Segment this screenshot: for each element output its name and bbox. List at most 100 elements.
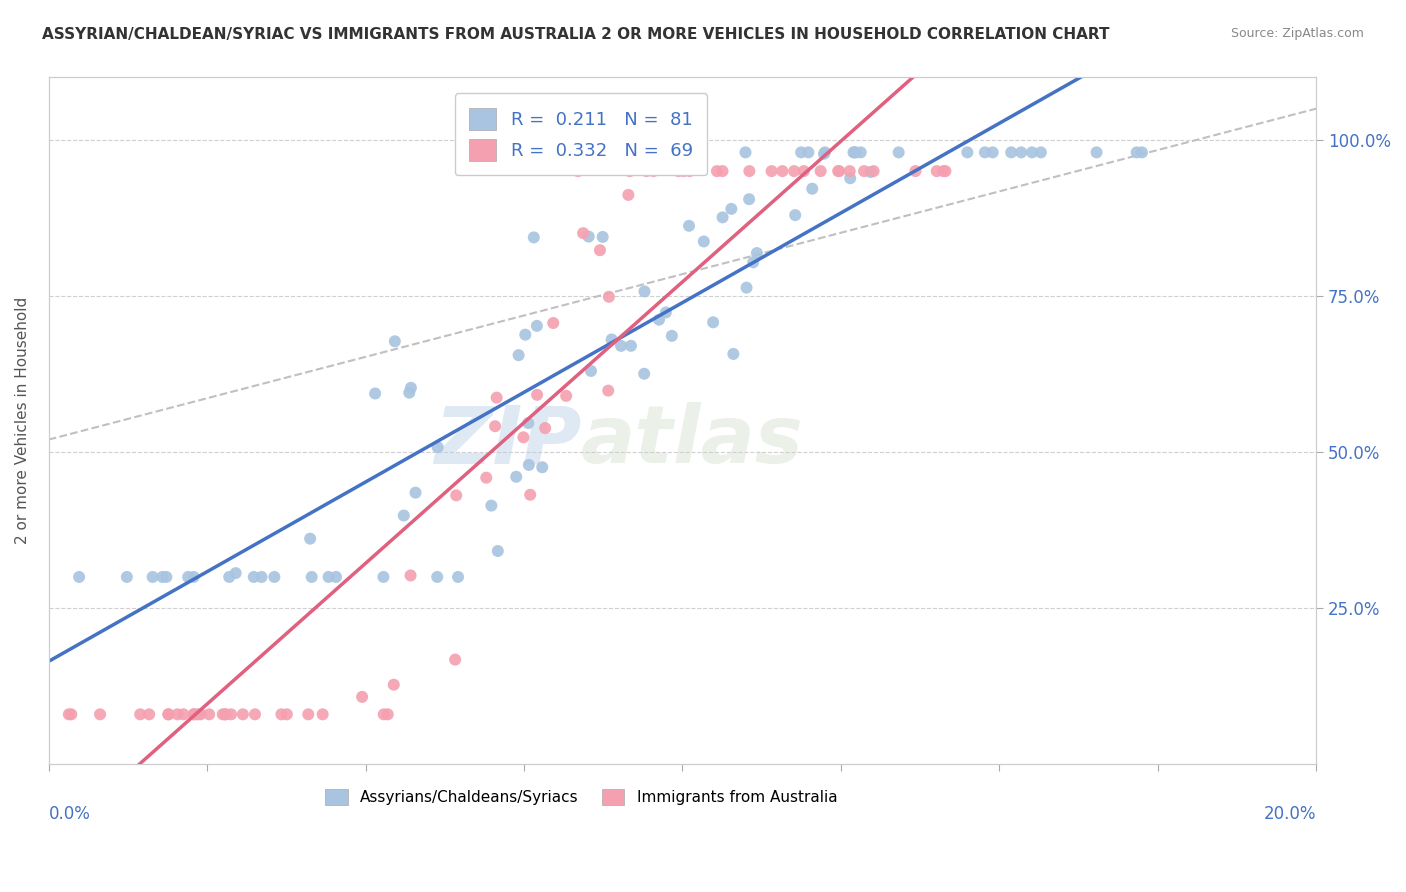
- Point: [541, 316, 564, 330]
- Point: [373, 707, 395, 722]
- Point: [925, 164, 948, 178]
- Point: [373, 570, 395, 584]
- Point: [515, 327, 537, 342]
- Point: [183, 570, 205, 584]
- Point: [1021, 145, 1043, 160]
- Point: [211, 707, 233, 722]
- Point: [600, 333, 623, 347]
- Point: [508, 348, 530, 362]
- Point: [844, 145, 866, 160]
- Point: [58, 707, 80, 722]
- Point: [956, 145, 979, 160]
- Point: [793, 164, 815, 178]
- Point: [702, 315, 724, 329]
- Point: [232, 707, 254, 722]
- Text: 0.0%: 0.0%: [49, 805, 90, 823]
- Point: [318, 570, 340, 584]
- Point: [183, 707, 205, 722]
- Point: [862, 164, 884, 178]
- Point: [484, 419, 506, 434]
- Point: [364, 386, 387, 401]
- Point: [633, 285, 655, 299]
- Text: Source: ZipAtlas.com: Source: ZipAtlas.com: [1230, 27, 1364, 40]
- Text: atlas: atlas: [581, 402, 804, 481]
- Point: [198, 707, 221, 722]
- Point: [444, 652, 467, 666]
- Point: [974, 145, 997, 160]
- Point: [426, 570, 449, 584]
- Point: [770, 164, 793, 178]
- Point: [377, 707, 399, 722]
- Point: [734, 145, 756, 160]
- Point: [572, 226, 595, 240]
- Point: [214, 707, 236, 722]
- Point: [382, 678, 405, 692]
- Point: [299, 532, 322, 546]
- Point: [678, 219, 700, 233]
- Legend: Assyrians/Chaldeans/Syriacs, Immigrants from Australia: Assyrians/Chaldeans/Syriacs, Immigrants …: [319, 783, 844, 812]
- Point: [648, 312, 671, 326]
- Point: [325, 570, 347, 584]
- Point: [842, 145, 865, 160]
- Point: [186, 707, 208, 722]
- Point: [839, 171, 862, 186]
- Point: [797, 145, 820, 160]
- Point: [661, 329, 683, 343]
- Point: [610, 339, 633, 353]
- Point: [598, 384, 620, 398]
- Point: [849, 145, 872, 160]
- Point: [157, 707, 180, 722]
- Point: [720, 202, 742, 216]
- Point: [838, 164, 860, 178]
- Point: [742, 255, 765, 269]
- Point: [486, 544, 509, 558]
- Point: [589, 243, 612, 257]
- Point: [801, 182, 824, 196]
- Point: [672, 164, 695, 178]
- Point: [157, 707, 180, 722]
- Point: [475, 471, 498, 485]
- Point: [1125, 145, 1147, 160]
- Point: [738, 192, 761, 206]
- Point: [620, 339, 643, 353]
- Point: [1000, 145, 1022, 160]
- Text: 20.0%: 20.0%: [1264, 805, 1316, 823]
- Point: [619, 164, 641, 178]
- Point: [828, 164, 851, 178]
- Point: [526, 388, 548, 402]
- Point: [399, 568, 422, 582]
- Point: [384, 334, 406, 349]
- Point: [534, 421, 557, 435]
- Point: [392, 508, 415, 523]
- Point: [512, 430, 534, 444]
- Point: [813, 146, 835, 161]
- Point: [887, 145, 910, 160]
- Point: [172, 707, 194, 722]
- Point: [934, 164, 956, 178]
- Point: [904, 164, 927, 178]
- Point: [519, 488, 541, 502]
- Point: [981, 145, 1004, 160]
- Point: [166, 707, 188, 722]
- Point: [297, 707, 319, 722]
- Point: [723, 347, 745, 361]
- Point: [485, 391, 508, 405]
- Point: [142, 570, 165, 584]
- Point: [761, 164, 783, 178]
- Point: [218, 570, 240, 584]
- Point: [526, 318, 548, 333]
- Point: [666, 164, 689, 178]
- Point: [225, 566, 247, 581]
- Point: [745, 246, 768, 260]
- Y-axis label: 2 or more Vehicles in Household: 2 or more Vehicles in Household: [15, 297, 30, 544]
- Point: [60, 707, 83, 722]
- Point: [810, 164, 832, 178]
- Point: [152, 570, 174, 584]
- Point: [426, 440, 449, 454]
- Point: [636, 164, 658, 178]
- Point: [270, 707, 292, 722]
- Point: [678, 164, 700, 178]
- Point: [243, 707, 266, 722]
- Point: [617, 187, 640, 202]
- Point: [655, 305, 678, 319]
